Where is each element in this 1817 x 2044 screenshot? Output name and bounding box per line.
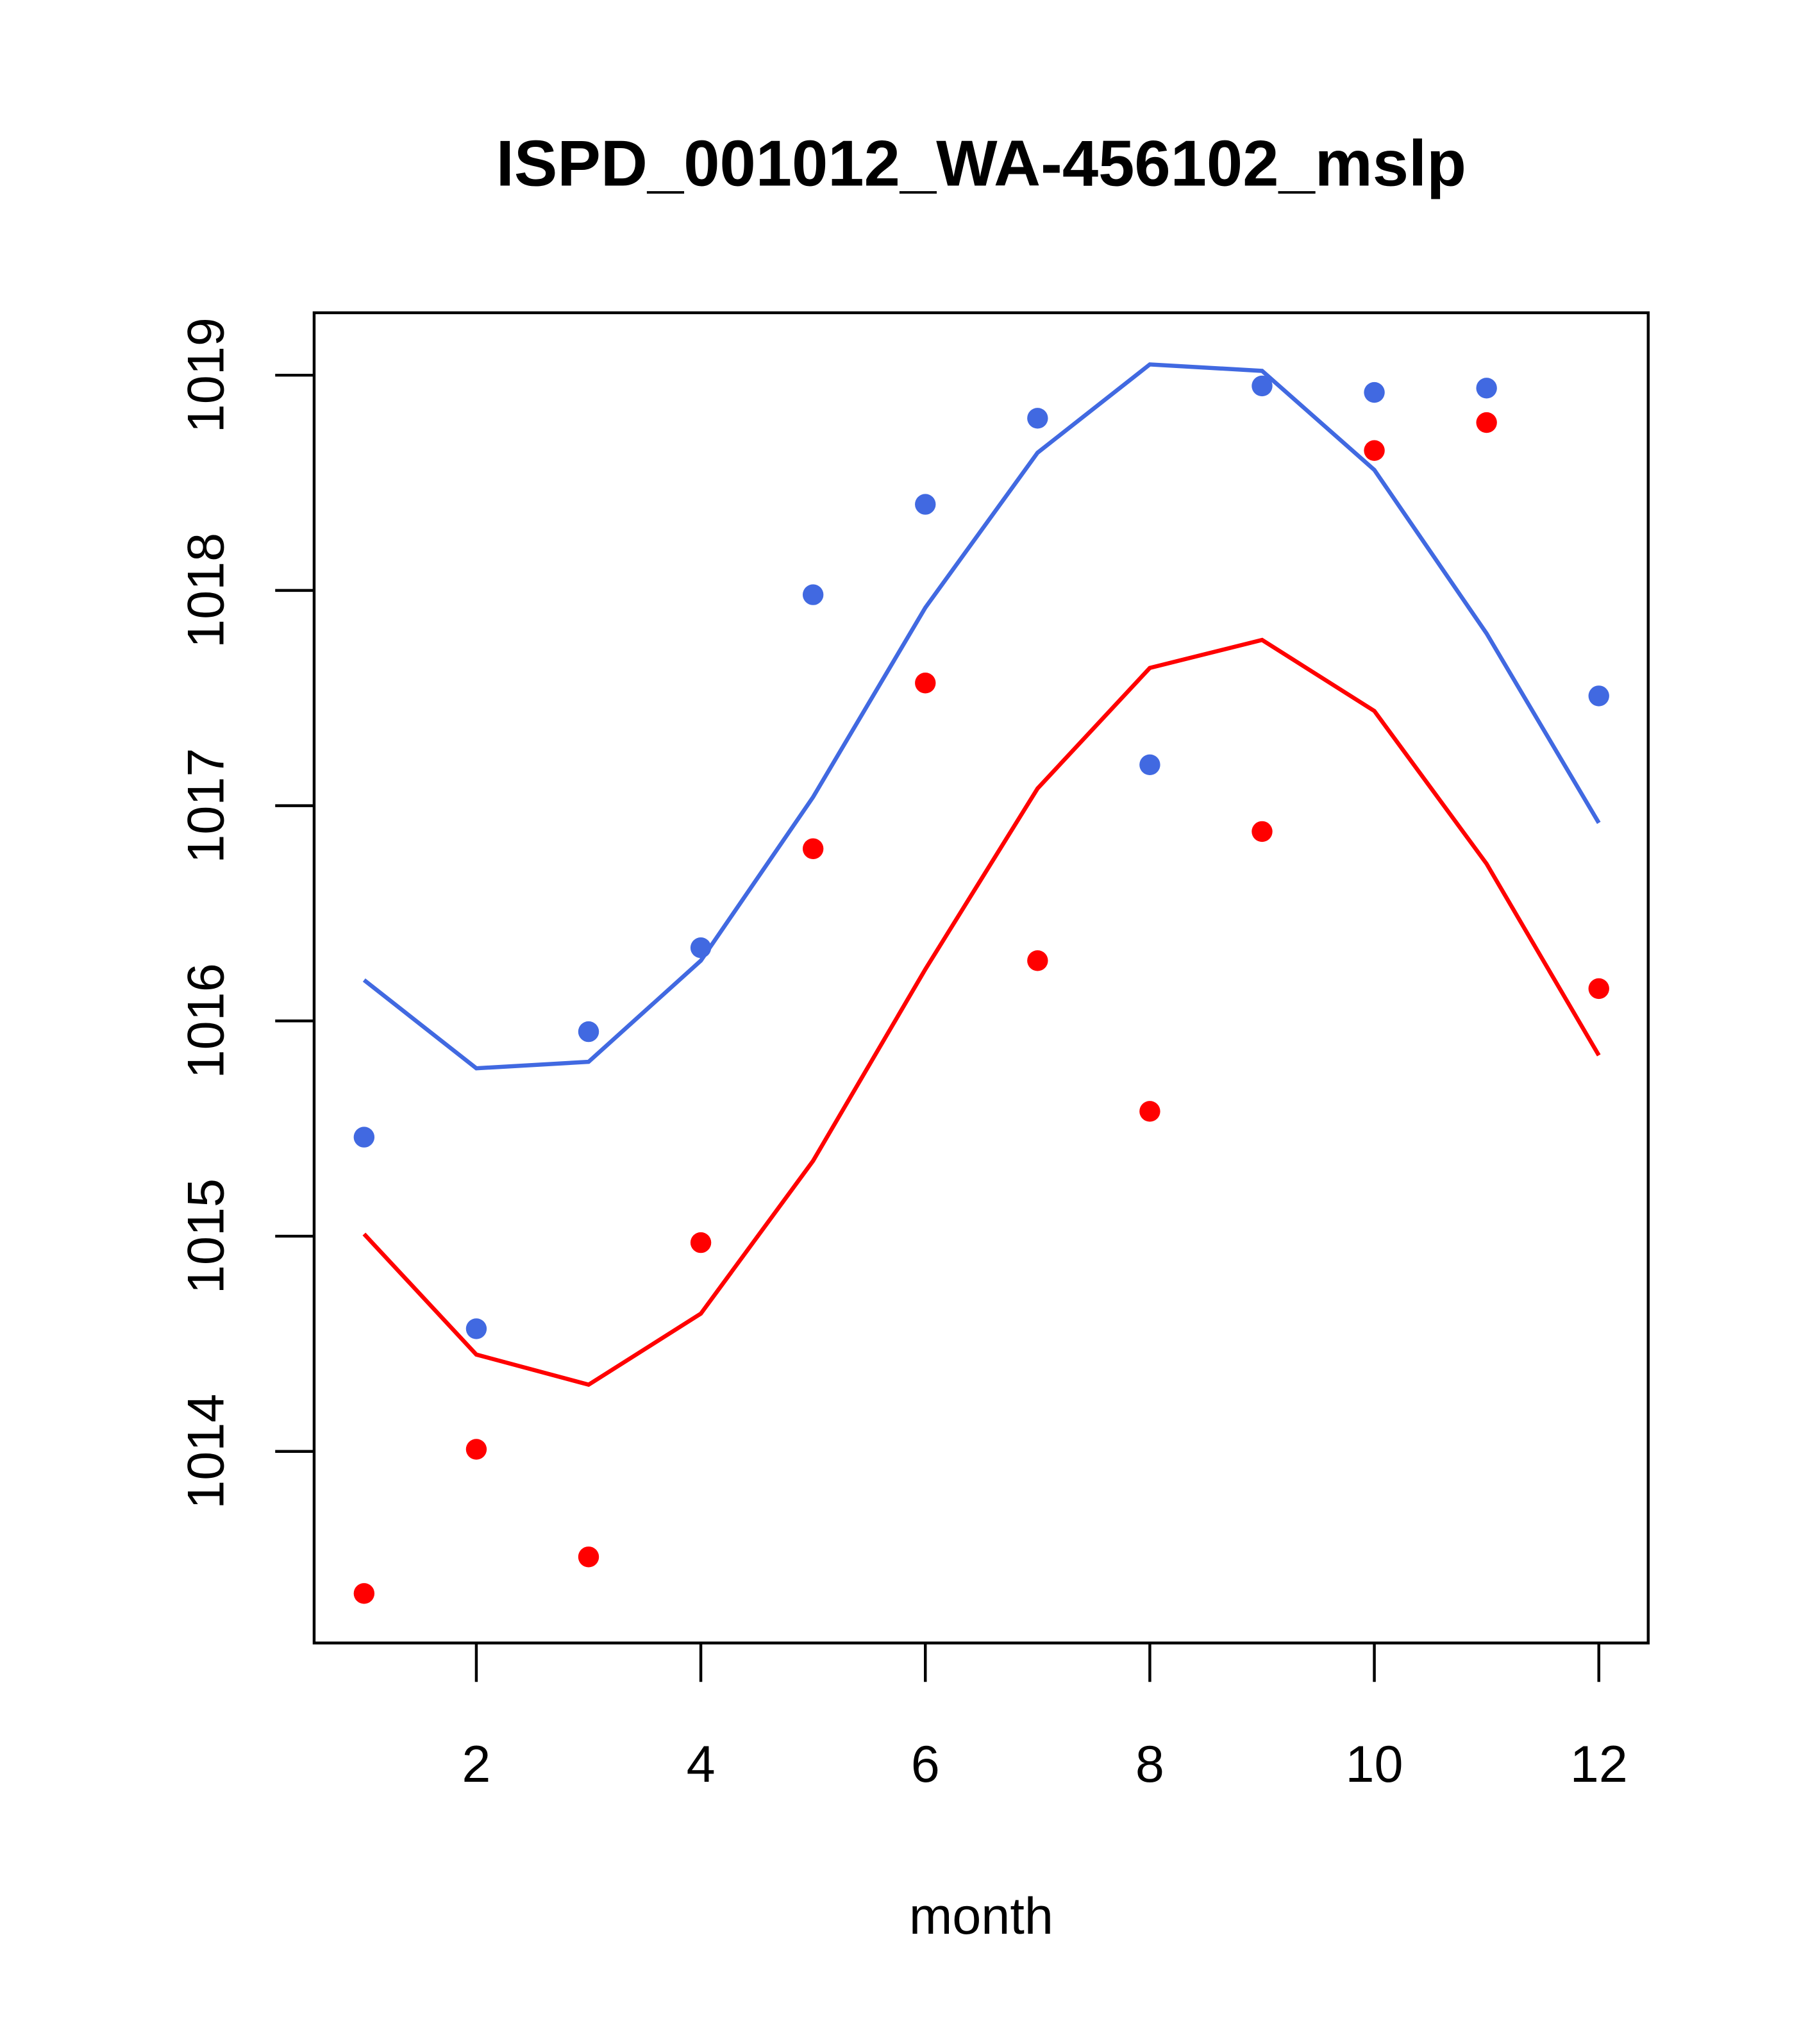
red-points-point [1252,821,1273,842]
x-tick-label: 6 [911,1736,940,1793]
blue-points-point [1139,754,1160,776]
blue-points-point [1364,381,1385,403]
red-points-point [1476,412,1497,433]
x-axis-label: month [909,1888,1053,1945]
y-tick-label: 1019 [177,317,235,433]
red-points-point [915,673,936,694]
blue-points-point [465,1318,487,1339]
x-axis: 2 4 6 8 10 12 [462,1643,1628,1793]
plot-frame [312,311,1650,1645]
red-points-point [690,1232,712,1253]
x-tick-label: 12 [1570,1736,1628,1793]
red-points-point [465,1439,487,1460]
blue-points-point [1476,378,1497,399]
blue-points-point [1588,685,1609,707]
red-points-point [578,1546,599,1568]
blue-points-point [578,1021,599,1043]
y-tick-label: 1017 [177,748,235,864]
x-tick-label: 8 [1135,1736,1164,1793]
x-tick-label: 2 [462,1736,490,1793]
series-group [353,362,1609,1604]
red-points-point [1364,440,1385,461]
red-points-point [1588,978,1609,1000]
red-points-point [353,1583,375,1604]
y-tick-label: 1018 [177,533,235,648]
blue-points-point [1252,375,1273,397]
y-tick-label: 1015 [177,1178,235,1294]
chart-title: ISPD_001012_WA-456102_mslp [496,127,1466,199]
blue-points-point [1027,408,1048,429]
red-points-point [802,838,824,859]
red-points-point [1027,950,1048,971]
blue-points-point [802,584,824,605]
blue-line [362,362,1601,1071]
red-line [362,637,1601,1387]
x-tick-label: 10 [1346,1736,1403,1793]
y-tick-label: 1016 [177,963,235,1078]
y-tick-label: 1014 [177,1394,235,1509]
blue-points-point [353,1127,375,1148]
red-points-point [1139,1101,1160,1122]
y-axis: 1014 1015 1016 1017 1018 1019 [177,317,314,1509]
x-tick-label: 4 [687,1736,716,1793]
blue-points-point [915,494,936,515]
